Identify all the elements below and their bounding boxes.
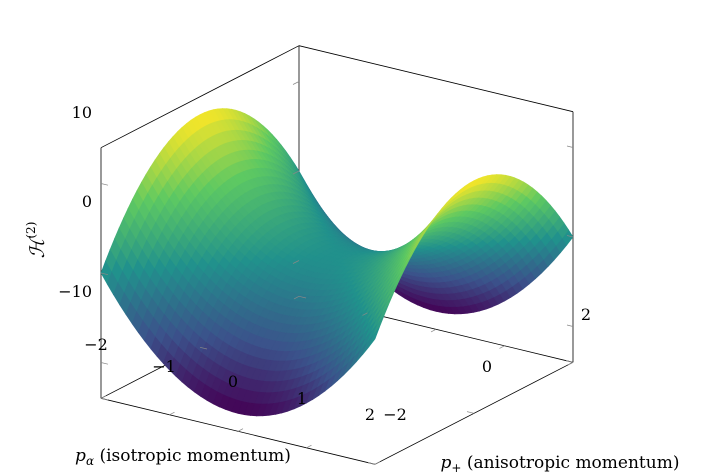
box-edge-back-1 bbox=[100, 45, 300, 149]
y-tick-mark-back-0 bbox=[100, 397, 109, 401]
y-tick-label-0: 0 bbox=[482, 357, 492, 376]
x-tick-mark-back-4 bbox=[567, 361, 574, 366]
z-tick-mark-back-0 bbox=[292, 81, 300, 85]
z-tick-mark-0 bbox=[100, 183, 109, 186]
x-tick-mark-1 bbox=[169, 411, 175, 416]
z-tick-mark-right-1 bbox=[566, 235, 574, 238]
box-edge-back-2 bbox=[298, 45, 574, 113]
z-tick-mark-back-2 bbox=[292, 260, 300, 264]
y-tick-label-2: 2 bbox=[581, 305, 591, 324]
x-tick-label-2: 2 bbox=[365, 405, 375, 424]
z-tick-mark-back-1 bbox=[292, 170, 300, 175]
z-tick-mark-1 bbox=[100, 272, 109, 276]
x-tick-mark-back-3 bbox=[499, 345, 505, 349]
x-tick-mark-back-2 bbox=[430, 328, 437, 333]
surface-plot bbox=[100, 108, 574, 417]
z-tick-label-0: 0 bbox=[82, 192, 92, 211]
z-tick-mark-2 bbox=[100, 362, 109, 365]
z-axis-title: ℋ(2) bbox=[24, 222, 49, 259]
z-tick-label-10: 10 bbox=[72, 103, 92, 122]
y-axis-title: p+ (anisotropic momentum) bbox=[441, 453, 680, 474]
x-tick-label-minus-2: −2 bbox=[84, 335, 108, 354]
y-tick-mark-1 bbox=[466, 411, 475, 414]
x-tick-label-1: 1 bbox=[297, 389, 307, 408]
x-tick-mark-2 bbox=[237, 428, 244, 432]
y-tick-mark-back-1 bbox=[199, 346, 208, 350]
x-tick-mark-0 bbox=[100, 395, 107, 399]
y-tick-label-minus-2: −2 bbox=[383, 405, 407, 424]
y-tick-mark-0 bbox=[367, 462, 376, 465]
x-tick-mark-back-0 bbox=[293, 295, 300, 300]
z-tick-label-minus-10: −10 bbox=[58, 282, 92, 301]
x-tick-mark-3 bbox=[306, 444, 312, 449]
x-tick-mark-back-1 bbox=[362, 312, 368, 316]
x-axis-title: pα (isotropic momentum) bbox=[75, 446, 291, 468]
x-tick-mark-4 bbox=[374, 461, 381, 465]
axis-ticks bbox=[100, 81, 574, 465]
y-tick-mark-2 bbox=[565, 360, 574, 363]
z-tick-mark-right-0 bbox=[566, 145, 574, 148]
x-tick-label-0: 0 bbox=[228, 372, 238, 391]
x-tick-label-minus-1: −1 bbox=[152, 357, 176, 376]
surface-patch bbox=[368, 326, 380, 348]
y-tick-mark-back-2 bbox=[298, 295, 307, 299]
z-tick-mark-right-2 bbox=[566, 324, 574, 327]
